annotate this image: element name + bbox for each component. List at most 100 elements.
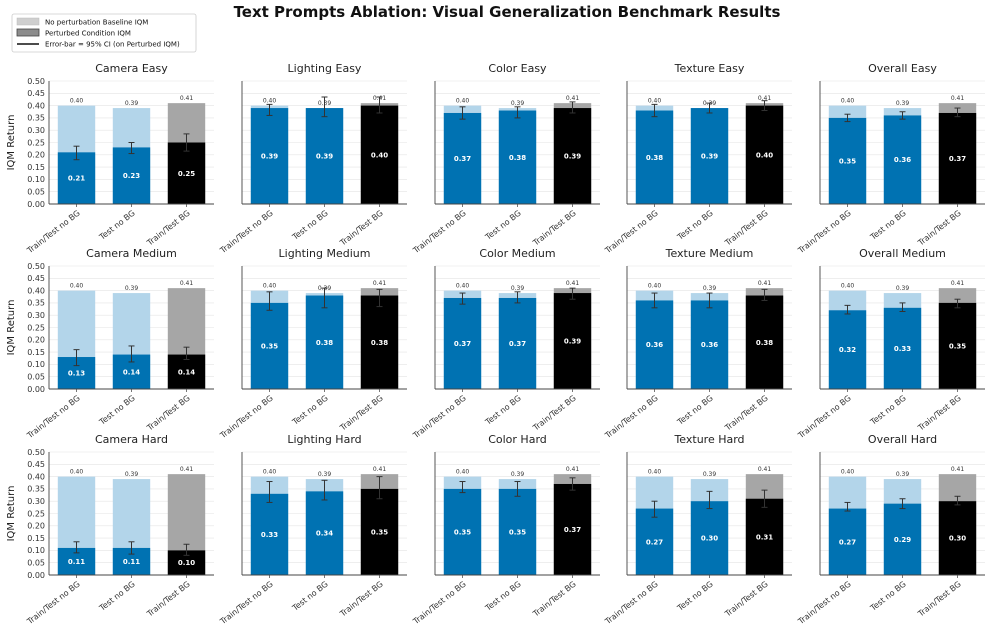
y-tick-label: 0.45	[27, 89, 45, 98]
perturbed-bar	[553, 108, 592, 204]
bar-value-label: 0.39	[261, 153, 278, 161]
bar-value-label: 0.33	[261, 531, 278, 539]
legend-label-perturbed: Perturbed Condition IQM	[45, 30, 131, 38]
x-tick-label: Test no BG	[290, 393, 330, 427]
y-tick-label: 0.50	[27, 448, 45, 457]
perturbed-bar	[498, 110, 537, 204]
legend-label-baseline: No perturbation Baseline IQM	[45, 19, 148, 27]
bar-value-label: 0.27	[646, 538, 663, 546]
y-tick-label: 0.50	[27, 77, 45, 86]
baseline-value-label: 0.39	[125, 285, 139, 292]
perturbed-bar	[553, 483, 592, 575]
bar-value-label: 0.23	[123, 172, 140, 180]
panel-texture-hard: 0.40 0.27 Train/Test no BG 0.39 0.30 Test no …	[603, 433, 792, 627]
baseline-value-label: 0.39	[318, 471, 332, 478]
bar-value-label: 0.35	[509, 528, 526, 536]
perturbed-bar	[938, 501, 977, 575]
bar-value-label: 0.37	[454, 340, 471, 348]
baseline-value-label: 0.40	[263, 283, 277, 290]
bar-value-label: 0.39	[564, 153, 581, 161]
bar-value-label: 0.33	[894, 345, 911, 353]
baseline-value-label: 0.40	[70, 98, 84, 105]
panel-color-medium: 0.40 0.37 Train/Test no BG 0.39 0.37 Test no …	[411, 247, 600, 441]
perturbed-bar	[828, 117, 867, 204]
figure-title: Text Prompts Ablation: Visual Generaliza…	[234, 3, 781, 21]
baseline-value-label: 0.40	[70, 283, 84, 290]
x-tick-label: Test no BG	[675, 579, 715, 613]
baseline-value-label: 0.39	[125, 100, 139, 107]
perturbed-bar	[112, 147, 151, 204]
x-tick-label: Train/Test BG	[145, 208, 192, 248]
bar-value-label: 0.37	[509, 340, 526, 348]
y-tick-label: 0.05	[27, 559, 45, 568]
panel-title: Camera Easy	[95, 62, 168, 75]
bar-value-label: 0.38	[371, 339, 388, 347]
y-tick-label: 0.35	[27, 299, 45, 308]
panel-camera-medium: 0.00 0.05 0.10 0.15 0.20 0.25 0.30 0.35 0.40 0.45…	[6, 247, 214, 441]
bar-value-label: 0.25	[178, 170, 195, 178]
x-tick-label: Train/Test no BG	[603, 579, 660, 626]
bar-value-label: 0.38	[316, 339, 333, 347]
baseline-value-label: 0.41	[758, 95, 772, 102]
baseline-value-label: 0.40	[648, 469, 662, 476]
panel-camera-easy: 0.00 0.05 0.10 0.15 0.20 0.25 0.30 0.35 0.40 0.45…	[6, 62, 214, 256]
perturbed-bar	[250, 302, 289, 389]
y-tick-label: 0.05	[27, 373, 45, 382]
legend-swatch-baseline	[16, 17, 40, 26]
perturbed-bar	[443, 297, 482, 389]
baseline-value-label: 0.40	[841, 98, 855, 105]
bar-value-label: 0.13	[68, 370, 85, 378]
x-tick-label: Test no BG	[290, 208, 330, 242]
bar-value-label: 0.36	[701, 341, 718, 349]
x-tick-label: Test no BG	[483, 208, 523, 242]
y-tick-label: 0.00	[27, 200, 45, 209]
perturbed-bar	[745, 105, 784, 204]
x-tick-label: Train/Test no BG	[796, 579, 853, 626]
baseline-value-label: 0.39	[896, 471, 910, 478]
x-tick-label: Train/Test BG	[723, 393, 770, 433]
y-tick-label: 0.05	[27, 188, 45, 197]
x-tick-label: Train/Test no BG	[411, 579, 468, 626]
y-tick-label: 0.00	[27, 571, 45, 580]
x-tick-label: Train/Test no BG	[25, 208, 82, 255]
y-tick-label: 0.30	[27, 311, 45, 320]
panel-title: Overall Medium	[859, 247, 946, 260]
bar-value-label: 0.14	[178, 368, 195, 376]
panel-overall-easy: 0.40 0.35 Train/Test no BG 0.39 0.36 Test no …	[796, 62, 985, 256]
panel-title: Color Hard	[488, 433, 547, 446]
bar-value-label: 0.34	[316, 530, 333, 538]
baseline-value-label: 0.40	[263, 98, 277, 105]
y-tick-label: 0.30	[27, 497, 45, 506]
perturbed-bar	[167, 354, 206, 389]
panel-title: Color Medium	[479, 247, 555, 260]
perturbed-bar	[305, 108, 344, 204]
baseline-value-label: 0.39	[703, 471, 717, 478]
perturbed-bar	[938, 302, 977, 389]
baseline-value-label: 0.41	[566, 95, 580, 102]
baseline-value-label: 0.41	[758, 466, 772, 473]
x-tick-label: Train/Test BG	[723, 208, 770, 248]
bar-value-label: 0.35	[454, 528, 471, 536]
x-tick-label: Train/Test no BG	[218, 393, 275, 440]
baseline-value-label: 0.41	[951, 466, 965, 473]
panel-grid: 0.00 0.05 0.10 0.15 0.20 0.25 0.30 0.35 0.40 0.45…	[6, 62, 985, 627]
bar-value-label: 0.38	[756, 339, 773, 347]
x-tick-label: Train/Test no BG	[411, 393, 468, 440]
baseline-value-label: 0.40	[456, 469, 470, 476]
y-tick-label: 0.20	[27, 336, 45, 345]
perturbed-bar	[690, 501, 729, 575]
y-tick-label: 0.15	[27, 163, 45, 172]
x-tick-label: Train/Test BG	[338, 579, 385, 619]
perturbed-bar	[635, 110, 674, 204]
bar-value-label: 0.35	[371, 528, 388, 536]
x-tick-label: Test no BG	[675, 393, 715, 427]
baseline-value-label: 0.40	[456, 283, 470, 290]
x-tick-label: Train/Test BG	[145, 579, 192, 619]
perturbed-bar	[167, 142, 206, 204]
panel-title: Lighting Hard	[287, 433, 361, 446]
perturbed-bar	[828, 508, 867, 575]
panel-color-easy: 0.40 0.37 Train/Test no BG 0.39 0.38 Test no …	[411, 62, 600, 256]
